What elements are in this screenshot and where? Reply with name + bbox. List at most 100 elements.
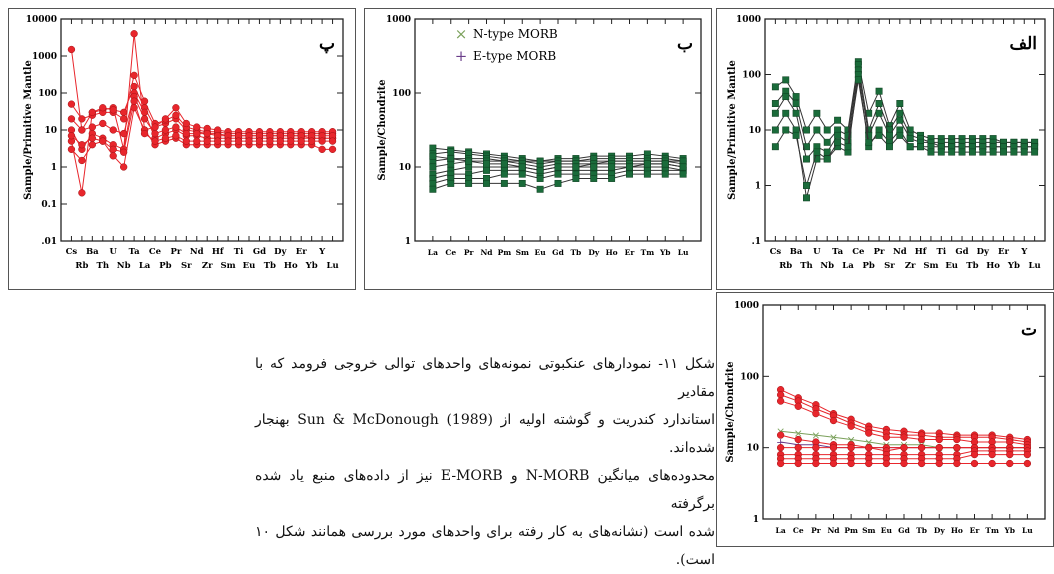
data-point bbox=[794, 402, 802, 410]
data-point bbox=[917, 444, 926, 452]
caption-line-3: محدوده‌های میانگین N-MORB و E-MORB نیز ا… bbox=[255, 468, 715, 512]
x-tick-label: Sm bbox=[221, 261, 236, 271]
data-point bbox=[792, 109, 800, 117]
data-point bbox=[896, 100, 904, 107]
data-point bbox=[812, 409, 820, 418]
data-point bbox=[953, 435, 961, 444]
data-point bbox=[67, 45, 76, 54]
spider-plot-te: 1 10 100 1000 La Ce Pr Nd Pm Sm Eu Gd Tb Dy Ho Er Tm Yb Lu… bbox=[716, 292, 1054, 547]
data-point bbox=[885, 131, 893, 139]
data-point bbox=[834, 131, 842, 139]
x-tick-label: Er bbox=[970, 526, 981, 535]
data-point bbox=[161, 115, 170, 123]
x-tick-label: Sm bbox=[516, 248, 529, 257]
data-point bbox=[447, 148, 455, 156]
caption-line-1: شکل ۱۱- نمودارهای عنکبوتی نمونه‌های واحد… bbox=[255, 356, 716, 400]
data-point bbox=[875, 100, 883, 107]
data-point bbox=[214, 137, 222, 145]
caption-line-2: استاندارد کندریت و گوشته اولیه از (1989)… bbox=[255, 412, 715, 456]
data-point bbox=[1031, 148, 1039, 156]
data-point bbox=[968, 148, 976, 156]
y-tick-label: 1 bbox=[51, 163, 57, 173]
x-tick-label: Lu bbox=[326, 261, 338, 271]
x-tick-label: Tm bbox=[985, 526, 999, 535]
data-point bbox=[99, 104, 107, 112]
data-point bbox=[958, 148, 966, 156]
data-point bbox=[812, 459, 820, 468]
data-point bbox=[927, 148, 935, 156]
x-tick-label: Lu bbox=[678, 248, 689, 257]
data-point bbox=[67, 145, 76, 153]
data-point bbox=[823, 155, 831, 163]
data-point bbox=[590, 175, 598, 182]
data-point bbox=[172, 123, 180, 131]
data-point bbox=[935, 444, 943, 452]
data-point bbox=[988, 459, 996, 468]
data-point bbox=[844, 143, 852, 151]
data-point bbox=[776, 391, 785, 399]
data-point bbox=[193, 123, 201, 131]
x-tick-label: Pm bbox=[844, 526, 858, 535]
data-point bbox=[953, 459, 961, 468]
x-tick-label: Ba bbox=[86, 247, 99, 257]
spider-plot-be: 1 10 100 1000 La Ce Pr Nd Pm Sm Eu Gd Tb Dy Ho Er Tm Yb Lu… bbox=[364, 8, 712, 290]
x-tick-label: Ce bbox=[793, 526, 804, 535]
data-point bbox=[99, 119, 107, 128]
y-tick-label: 10 bbox=[44, 126, 57, 136]
data-point bbox=[829, 459, 838, 468]
x-tick-label: Pr bbox=[170, 247, 181, 257]
data-point bbox=[500, 170, 508, 178]
caption-line-4: شده است (نشانه‌های به کار رفته برای واحد… bbox=[255, 524, 715, 568]
data-point bbox=[865, 131, 873, 139]
x-tick-label: Ho bbox=[606, 248, 618, 257]
data-point bbox=[572, 175, 580, 182]
data-point bbox=[885, 143, 893, 151]
x-tick-label: Pr bbox=[811, 526, 822, 535]
data-point bbox=[953, 444, 961, 452]
data-point bbox=[896, 131, 904, 139]
data-point bbox=[875, 109, 883, 117]
data-point bbox=[88, 123, 96, 131]
data-point bbox=[970, 459, 979, 468]
panel-letter: ت bbox=[1021, 320, 1037, 340]
data-point bbox=[151, 129, 159, 138]
x-tick-label: Ta bbox=[129, 247, 141, 257]
data-point bbox=[935, 459, 943, 468]
data-point bbox=[99, 137, 107, 145]
data-point bbox=[172, 132, 180, 140]
x-tick-label: La bbox=[776, 526, 786, 535]
data-point bbox=[447, 155, 455, 163]
data-point bbox=[970, 450, 979, 459]
data-point bbox=[465, 179, 473, 187]
data-point bbox=[276, 137, 284, 145]
spider-plot-pe: .01 0.1 1 10 100 1000 10000 Cs Ba U Ta Ce Pr Nd Hf Ti Gd… bbox=[8, 8, 356, 290]
x-tick-label: Th bbox=[97, 261, 110, 271]
data-point bbox=[1006, 459, 1014, 468]
x-tick-label: Dy bbox=[588, 248, 600, 257]
data-point bbox=[297, 137, 305, 145]
legend-symbol: × bbox=[455, 25, 468, 43]
data-point bbox=[536, 157, 544, 165]
data-point bbox=[882, 459, 891, 468]
data-point bbox=[643, 170, 651, 178]
data-point bbox=[554, 163, 562, 171]
data-point bbox=[803, 182, 810, 189]
x-tick-label: Lu bbox=[1029, 261, 1041, 271]
data-point bbox=[255, 137, 264, 145]
data-point bbox=[193, 137, 201, 145]
data-point bbox=[182, 129, 190, 138]
x-tick-label: Pb bbox=[159, 261, 171, 271]
data-point bbox=[109, 106, 117, 114]
data-point bbox=[794, 435, 802, 444]
chart-svg-pe: .01 0.1 1 10 100 1000 10000 Cs Ba U Ta Ce Pr Nd Hf Ti Gd… bbox=[23, 15, 344, 271]
data-point bbox=[834, 138, 842, 146]
data-point bbox=[465, 163, 473, 171]
y-tick-label: 1000 bbox=[386, 15, 411, 25]
data-point bbox=[1010, 148, 1018, 156]
data-point bbox=[483, 179, 490, 187]
spider-plot-alef: .1 1 10 100 1000 Cs Ba U Ta Ce Pr Nd Hf Ti Gd Dy Er Y Rb Th… bbox=[716, 8, 1054, 290]
x-tick-label: Ho bbox=[951, 526, 963, 535]
x-tick-label: Gd bbox=[955, 247, 968, 257]
x-tick-label: Pm bbox=[498, 248, 512, 257]
reference-point: × bbox=[847, 434, 856, 447]
